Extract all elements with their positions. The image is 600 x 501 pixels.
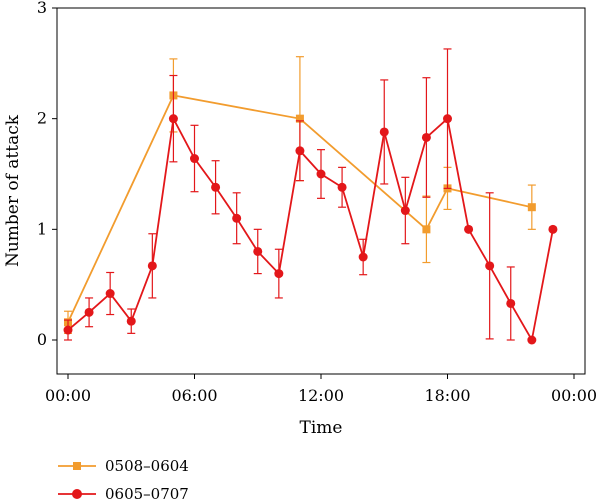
data-point bbox=[63, 325, 73, 335]
legend: 0508–0604 0605–0707 bbox=[58, 457, 189, 501]
data-point bbox=[337, 182, 347, 192]
legend-label: 0508–0604 bbox=[105, 457, 189, 475]
legend-item: 0605–0707 bbox=[58, 485, 189, 501]
data-point bbox=[295, 114, 304, 123]
x-tick-label: 12:00 bbox=[298, 386, 344, 405]
data-point bbox=[168, 114, 178, 124]
legend-marker bbox=[73, 462, 81, 470]
data-point bbox=[105, 289, 115, 299]
data-point bbox=[190, 154, 199, 164]
x-tick-label: 18:00 bbox=[424, 386, 470, 405]
axes: 0 1 2 3 00:00 06:00 12:00 18:00 00:00 bbox=[37, 0, 597, 405]
data-point bbox=[443, 114, 452, 124]
data-point bbox=[316, 169, 326, 179]
x-tick-label: 00:00 bbox=[551, 386, 597, 405]
plot-area bbox=[63, 48, 558, 345]
data-point bbox=[506, 298, 516, 308]
series-line bbox=[67, 115, 554, 343]
data-point bbox=[147, 261, 157, 271]
x-tick-label: 06:00 bbox=[171, 386, 217, 405]
legend-marker bbox=[72, 489, 82, 499]
data-point bbox=[548, 224, 558, 234]
legend-item: 0508–0604 bbox=[58, 457, 189, 475]
data-point bbox=[84, 307, 94, 317]
series-1 bbox=[64, 56, 536, 334]
data-point bbox=[211, 182, 221, 192]
data-point bbox=[253, 246, 263, 256]
data-point bbox=[527, 203, 536, 212]
data-point bbox=[232, 213, 242, 223]
data-point bbox=[126, 316, 136, 326]
data-point bbox=[400, 206, 410, 216]
data-point bbox=[485, 261, 495, 271]
y-tick-label: 3 bbox=[37, 0, 47, 17]
y-axis-label: Number of attack bbox=[3, 114, 23, 267]
data-point bbox=[274, 269, 284, 279]
data-point bbox=[464, 224, 474, 234]
y-tick-label: 0 bbox=[37, 330, 47, 349]
x-axis-label: Time bbox=[300, 418, 343, 438]
data-point bbox=[421, 132, 431, 142]
y-tick-label: 1 bbox=[37, 219, 47, 238]
series-2 bbox=[63, 48, 558, 345]
x-tick-label: 00:00 bbox=[45, 386, 91, 405]
data-point bbox=[527, 335, 537, 345]
data-point bbox=[379, 127, 389, 137]
legend-label: 0605–0707 bbox=[105, 485, 189, 501]
data-point bbox=[422, 225, 431, 234]
data-point bbox=[358, 252, 368, 262]
data-point bbox=[295, 146, 305, 156]
y-tick-label: 2 bbox=[37, 109, 47, 128]
